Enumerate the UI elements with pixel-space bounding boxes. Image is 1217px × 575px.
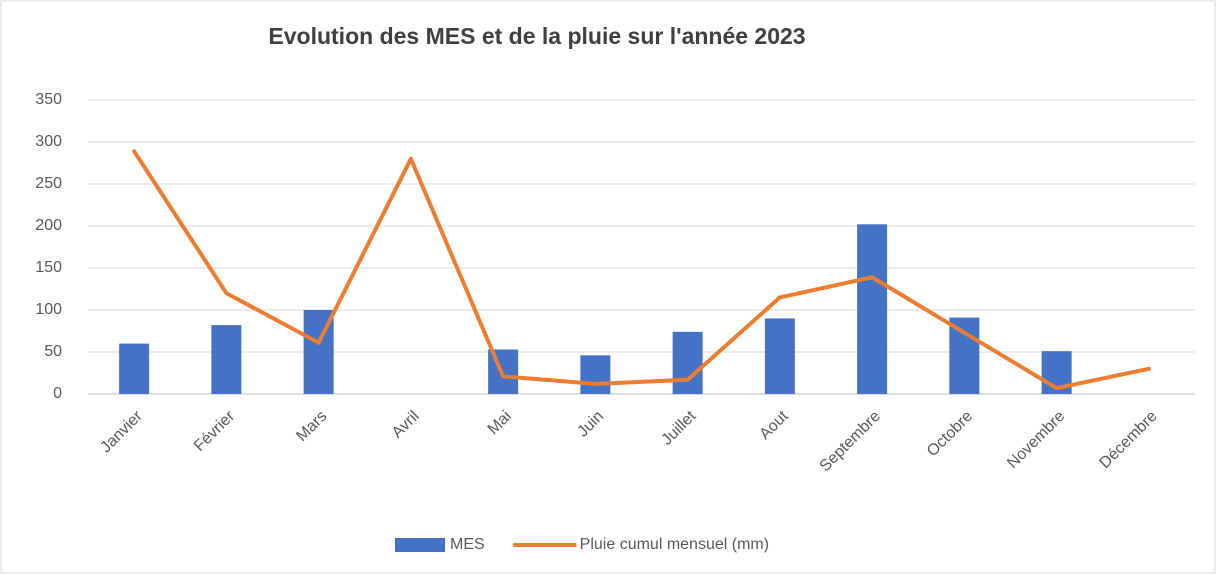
legend-label: Pluie cumul mensuel (mm) <box>580 536 769 553</box>
y-tick-label: 300 <box>35 133 62 150</box>
y-tick-label: 150 <box>35 259 62 276</box>
bar <box>119 343 150 394</box>
bar <box>949 317 980 394</box>
y-tick-label: 200 <box>35 217 62 234</box>
chart-title: Evolution des MES et de la pluie sur l'a… <box>268 23 805 49</box>
y-tick-label: 50 <box>44 343 62 360</box>
line <box>132 149 1151 391</box>
y-tick-label: 350 <box>35 91 62 108</box>
bar <box>857 224 888 394</box>
legend-label: MES <box>450 536 485 553</box>
bar <box>764 318 795 394</box>
bar <box>672 331 703 394</box>
y-tick-label: 0 <box>53 385 62 402</box>
bar <box>211 325 242 394</box>
y-tick-label: 100 <box>35 301 62 318</box>
bar <box>580 355 611 394</box>
legend-swatch <box>395 538 445 552</box>
y-tick-label: 250 <box>35 175 62 192</box>
